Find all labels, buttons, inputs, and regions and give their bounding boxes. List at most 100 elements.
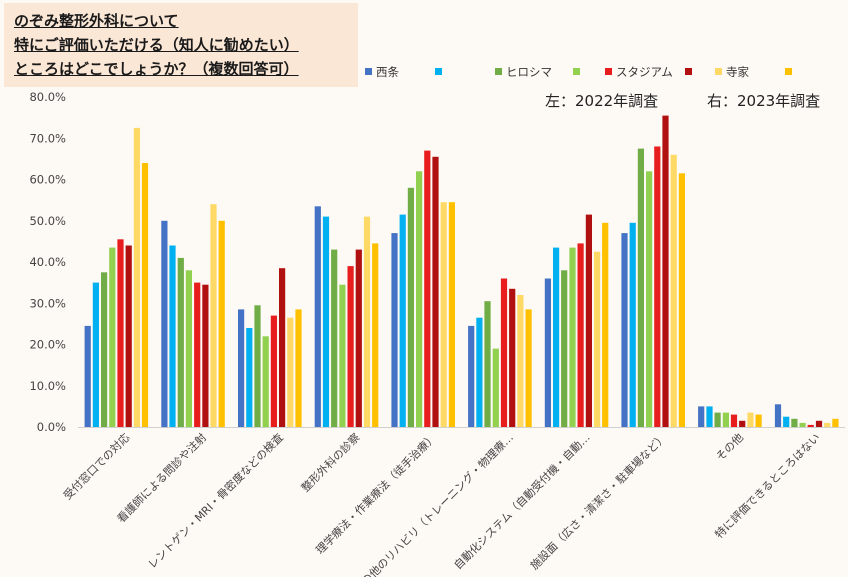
bar xyxy=(621,233,628,427)
bar xyxy=(295,309,302,427)
bar xyxy=(807,424,814,427)
bar xyxy=(101,272,108,427)
x-tick-label: 理学療法・作業療法（徒手治療） xyxy=(313,430,440,557)
chart-title-line-3: ところはどこでしょうか？（複数回答可） xyxy=(14,60,299,78)
y-tick-label: 0.0% xyxy=(37,420,66,434)
bar xyxy=(500,278,508,427)
note-right-2023: 右：2023年調査 xyxy=(707,92,821,110)
y-tick-label: 30.0% xyxy=(29,296,66,310)
bar xyxy=(747,412,754,427)
bar xyxy=(832,418,839,428)
bar xyxy=(416,171,423,428)
bar xyxy=(202,284,209,427)
bar xyxy=(407,187,414,428)
bar xyxy=(662,115,669,427)
chart-title-line-2: 特にご評価いただける（知人に勧めたい） xyxy=(14,36,299,54)
legend-label: 西条 xyxy=(376,65,399,79)
bar xyxy=(440,202,447,427)
bar xyxy=(262,336,269,428)
bar xyxy=(177,257,184,427)
bar xyxy=(194,282,201,427)
bar xyxy=(509,288,516,427)
bar xyxy=(722,412,729,427)
bar xyxy=(774,404,782,427)
bar xyxy=(391,233,398,427)
bar xyxy=(670,154,677,428)
bar xyxy=(185,270,192,428)
bar xyxy=(347,266,354,427)
bar xyxy=(799,422,806,427)
bar xyxy=(544,278,551,427)
chart-title-line-1: のぞみ整形外科について xyxy=(14,12,179,30)
bar xyxy=(602,222,609,427)
bar xyxy=(585,214,592,427)
bar xyxy=(322,216,330,427)
x-tick-label: 整形外科の診察 xyxy=(298,430,362,494)
bar xyxy=(553,247,560,427)
legend-swatch xyxy=(435,68,442,75)
legend-swatch xyxy=(685,68,692,75)
bar xyxy=(331,249,338,427)
legend-swatch xyxy=(365,68,372,75)
legend-swatch xyxy=(605,68,612,75)
bar xyxy=(133,127,140,428)
bar xyxy=(270,315,277,427)
bar xyxy=(109,247,116,427)
x-tick-label: その他 xyxy=(714,431,747,464)
y-tick-label: 40.0% xyxy=(29,255,66,269)
bar xyxy=(210,204,217,427)
x-tick-label: レントゲン・MRI・骨密度などの検査 xyxy=(145,430,286,571)
bar xyxy=(355,249,362,427)
bar xyxy=(714,412,721,427)
bar xyxy=(279,268,286,427)
bar xyxy=(637,148,644,427)
bar xyxy=(815,420,823,427)
bar xyxy=(476,317,483,427)
bar xyxy=(594,251,601,427)
y-tick-label: 70.0% xyxy=(29,131,66,145)
bar xyxy=(254,305,261,427)
bar xyxy=(125,245,132,427)
legend-label: スタジアム xyxy=(616,65,673,79)
bar xyxy=(577,243,584,427)
x-tick-label: 受付窓口での対応 xyxy=(60,430,132,502)
x-tick-label: 自動化システム（自動受付機・自動… xyxy=(451,430,593,572)
bar xyxy=(84,325,91,427)
legend-label: 寺家 xyxy=(726,65,749,79)
bar xyxy=(218,220,225,428)
bar xyxy=(492,348,499,427)
y-tick-label: 50.0% xyxy=(29,214,66,228)
bar xyxy=(629,222,636,427)
bar xyxy=(783,416,790,427)
bar xyxy=(448,202,455,427)
note-left-2022: 左：2022年調査 xyxy=(545,92,659,110)
x-tick-label: 施設面（広さ・清潔さ・駐車場など） xyxy=(527,430,669,572)
bar xyxy=(287,317,294,427)
y-tick-label: 80.0% xyxy=(29,90,66,104)
bar xyxy=(432,156,439,428)
x-tick-label: 看護師による問診や注射 xyxy=(114,430,209,525)
bar xyxy=(117,239,124,427)
bar xyxy=(706,406,713,427)
bar xyxy=(141,163,149,427)
bar xyxy=(468,325,475,427)
bar xyxy=(730,414,738,427)
y-tick-label: 60.0% xyxy=(29,173,66,187)
bar xyxy=(755,414,762,427)
bar xyxy=(238,309,245,427)
bar xyxy=(363,216,371,427)
bar xyxy=(161,220,168,428)
bar xyxy=(169,245,176,427)
chart-legend: 西条 ヒロシマ スタジアム 寺家 xyxy=(365,64,835,82)
bar xyxy=(424,150,431,427)
bar xyxy=(339,284,346,427)
y-tick-label: 20.0% xyxy=(29,338,66,352)
bar xyxy=(791,418,798,428)
bar xyxy=(92,282,99,427)
bar xyxy=(739,420,746,427)
bar xyxy=(517,295,524,427)
bar xyxy=(372,243,379,427)
legend-label: ヒロシマ xyxy=(506,65,552,79)
bar xyxy=(698,406,705,427)
